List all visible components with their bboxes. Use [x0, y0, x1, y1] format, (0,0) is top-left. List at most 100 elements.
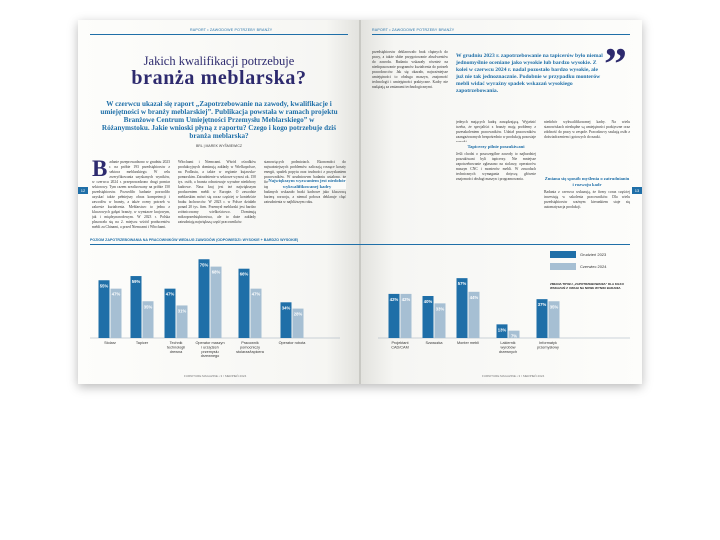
page-number-right: 13 — [632, 187, 642, 194]
article-title-line1: Jakich kwalifikacji potrzebuje — [143, 54, 295, 68]
category-label-4-2: stolarza/tapicera — [236, 350, 265, 354]
bar-jun-10 — [548, 301, 560, 338]
running-head-left: RAPORT • ZAWODOWE POTRZEBY BRANŻY — [190, 28, 273, 32]
right-column-2-body: Jeśli chodzi o poszczególne zawody to na… — [456, 152, 536, 181]
legend-item-jun: Czerwiec 2024 — [550, 262, 628, 271]
data-label-jun-4: 47% — [252, 292, 261, 297]
bar-jun-1 — [142, 301, 154, 338]
category-label-1-0: Tapicer — [136, 341, 149, 345]
footer-right: FURNITURE MAGAZINE • 3 / SIERPIEŃ 2024 — [482, 374, 545, 378]
bar-jun-0 — [110, 288, 122, 338]
bar-dec-3 — [198, 259, 210, 338]
data-label-jun-2: 31% — [178, 308, 187, 313]
category-label-6-1: CAD/CAM — [391, 345, 409, 349]
category-label-2-1: technologii — [167, 345, 185, 349]
bar-jun-5 — [292, 308, 304, 338]
bar-chart: 55%47%Stolarz59%35%Tapicer47%31%Technikt… — [90, 259, 630, 358]
legend-label-jun: Czerwiec 2024 — [580, 264, 607, 269]
data-label-jun-0: 47% — [112, 292, 121, 297]
category-label-0-0: Stolarz — [104, 341, 116, 345]
category-label-10-1: przemysłowy — [537, 345, 559, 349]
category-label-3-2: przemysłu — [201, 350, 218, 354]
category-label-9-0: Lakiernik — [500, 341, 515, 345]
data-label-dec-8: 57% — [458, 281, 467, 286]
bar-dec-6 — [388, 293, 400, 338]
data-label-jun-10: 35% — [550, 304, 559, 309]
drop-cap: B — [92, 160, 108, 181]
right-column-3-body: Badania z czerwca wskazują, że firmy cor… — [544, 190, 630, 209]
left-column-1-text: adanie przeprowadzono w grudniu 2023 r. … — [92, 160, 170, 229]
data-label-jun-9: 7% — [511, 334, 517, 339]
right-column-2-text: jednych mających kadrę zarządzającą. Wyj… — [456, 120, 536, 142]
bar-jun-7 — [434, 303, 446, 338]
category-label-6-0: Projektant — [391, 341, 409, 345]
bar-jun-6 — [400, 293, 412, 338]
magazine-spread: RAPORT • ZAWODOWE POTRZEBY BRANŻY Jakich… — [78, 20, 642, 384]
data-label-dec-2: 47% — [166, 292, 175, 297]
category-label-2-0: Technik — [170, 341, 183, 345]
article-title-line2: branża meblarska? — [131, 67, 307, 89]
data-label-dec-3: 75% — [200, 262, 209, 267]
data-label-jun-7: 33% — [436, 306, 445, 311]
chart-title-rule — [90, 244, 630, 245]
category-label-7-0: Szwaczka — [425, 341, 443, 345]
category-label-3-3: drzewnego — [201, 354, 220, 358]
category-label-4-0: Pracownik — [241, 341, 259, 345]
category-label-9-2: drzewnych — [499, 350, 517, 354]
data-label-dec-4: 66% — [240, 272, 249, 277]
footer-left: FURNITURE MAGAZINE • 3 / SIERPIEŃ 2024 — [184, 374, 247, 378]
right-column-2-subheading: Tapicerzy pilnie poszukiwani — [467, 144, 525, 149]
legend-item-dec: Grudzień 2023 — [550, 250, 628, 259]
category-label-10-0: Informatyk — [539, 341, 557, 345]
bar-dec-0 — [98, 280, 110, 338]
pull-quote: W grudniu 2023 r. zapotrzebowanie na tap… — [456, 53, 603, 95]
bar-dec-4 — [238, 268, 250, 338]
bar-jun-9 — [508, 330, 520, 338]
article-lead: W czerwcu ukazał się raport „Zapotrzebow… — [100, 100, 338, 141]
bar-jun-8 — [468, 291, 480, 338]
article-byline: BRL | MAREK WYŚMIEWICZ — [195, 144, 243, 148]
bar-dec-9 — [496, 324, 508, 338]
left-column-2: Włochami i Niemcami. Wśród ośrodków prod… — [178, 160, 256, 224]
category-label-2-2: drewna — [170, 350, 183, 354]
bar-jun-2 — [176, 305, 188, 338]
quote-mark-icon: ” — [604, 38, 627, 89]
category-label-3-1: i urządzeń — [201, 345, 219, 349]
right-column-3-subheading: Zmiana się sposób myślenia o zatrudniani… — [544, 176, 630, 187]
bar-dec-8 — [456, 278, 468, 338]
bar-jun-4 — [250, 288, 262, 338]
bar-dec-7 — [422, 296, 434, 338]
top-rule-left — [90, 34, 348, 35]
data-label-dec-6: 42% — [390, 297, 399, 302]
chart-title: POZIOM ZAPOTRZEBOWANIA NA PRACOWNIKÓW WE… — [90, 238, 299, 242]
data-label-jun-5: 28% — [294, 312, 303, 317]
legend-label-dec: Grudzień 2023 — [580, 252, 607, 257]
right-column-3-text: niedobór wykwalifikowanej kadry. Na wiel… — [544, 120, 630, 139]
bar-dec-2 — [164, 288, 176, 338]
data-label-dec-5: 34% — [282, 305, 291, 310]
bar-jun-3 — [210, 266, 222, 338]
bar-dec-10 — [536, 299, 548, 338]
right-top-column: przedsiębiorstw deklarowało brak chętnyc… — [372, 50, 448, 89]
category-label-4-1: pomocniczy — [240, 345, 260, 349]
data-label-jun-3: 68% — [212, 270, 221, 275]
data-label-dec-1: 59% — [132, 279, 141, 284]
data-label-dec-0: 55% — [100, 283, 109, 288]
bar-dec-5 — [280, 302, 292, 338]
data-label-dec-10: 37% — [538, 302, 547, 307]
data-label-jun-1: 35% — [144, 304, 153, 309]
data-label-dec-7: 40% — [424, 299, 433, 304]
category-label-5-0: Operator robota — [279, 341, 307, 345]
running-head-right: RAPORT • ZAWODOWE POTRZEBY BRANŻY — [372, 28, 455, 32]
legend-swatch-dec — [550, 251, 576, 258]
data-label-dec-9: 13% — [498, 327, 507, 332]
legend-swatch-jun — [550, 263, 576, 270]
category-label-8-0: Monter mebli — [457, 341, 479, 345]
category-label-9-1: wyrobów — [501, 345, 516, 349]
data-label-jun-6: 42% — [402, 297, 411, 302]
spine-fold — [359, 20, 361, 384]
right-page: RAPORT • ZAWODOWE POTRZEBY BRANŻY przeds… — [360, 20, 642, 384]
chart-legend: Grudzień 2023 Czerwiec 2024 — [550, 250, 628, 274]
bar-dec-1 — [130, 276, 142, 338]
